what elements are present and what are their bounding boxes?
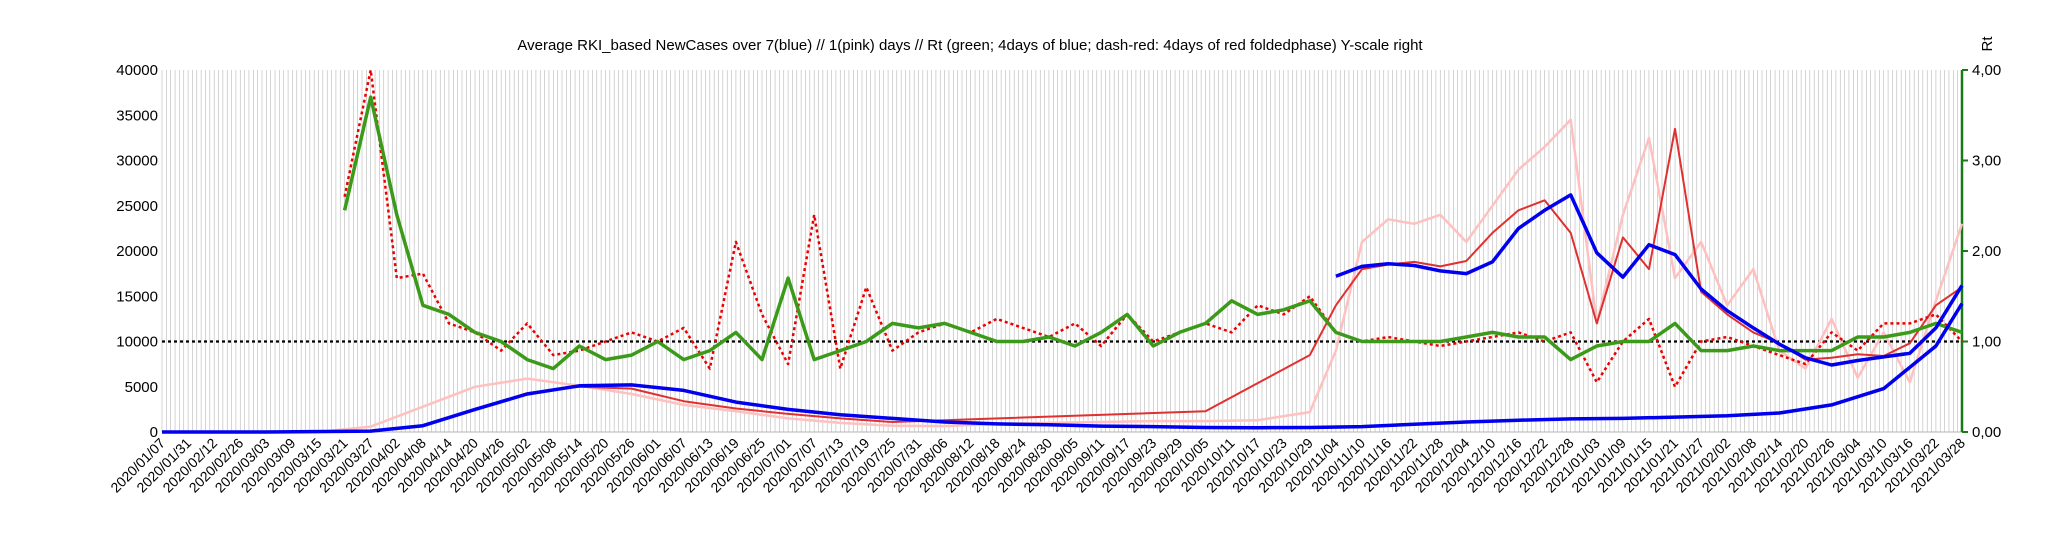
series-line-rt [342,95,1963,371]
y-tick-label: 40000 [116,62,158,79]
x-axis: 2020/01/072020/01/312020/02/122020/02/26… [107,435,1968,496]
y2-tick-label: 1,00 [1972,334,2001,351]
y-tick-label: 0 [150,424,158,441]
y-tick-label: 10000 [116,334,158,351]
series-line-cases7 [162,302,1964,434]
y2-tick-label: 2,00 [1972,243,2001,260]
y-tick-label: 35000 [116,107,158,124]
y-tick-label: 30000 [116,153,158,170]
vertical-grid [161,70,1963,433]
y-tick-label: 20000 [116,243,158,260]
y2-tick-label: 0,00 [1972,424,2001,441]
y-tick-label: 5000 [125,379,158,396]
series-line-rt_folded [343,68,1963,389]
right-axis-label: Rt [1979,36,1996,52]
y2-tick-label: 3,00 [1972,153,2001,170]
y-tick-label: 15000 [116,288,158,305]
chart-title: Average RKI_based NewCases over 7(blue) … [517,37,1423,54]
y-tick-label: 25000 [116,198,158,215]
y2-tick-label: 4,00 [1972,62,2001,79]
series-line-cases1 [162,118,1964,434]
series-group [161,68,1964,434]
left-axis: 0 5000 10000 15000 20000 25000 30000 35000 40000 [116,62,158,441]
series-line-cases7_late [1335,193,1964,367]
right-axis: 0,00 1,00 2,00 3,00 4,00 [1960,62,2001,441]
